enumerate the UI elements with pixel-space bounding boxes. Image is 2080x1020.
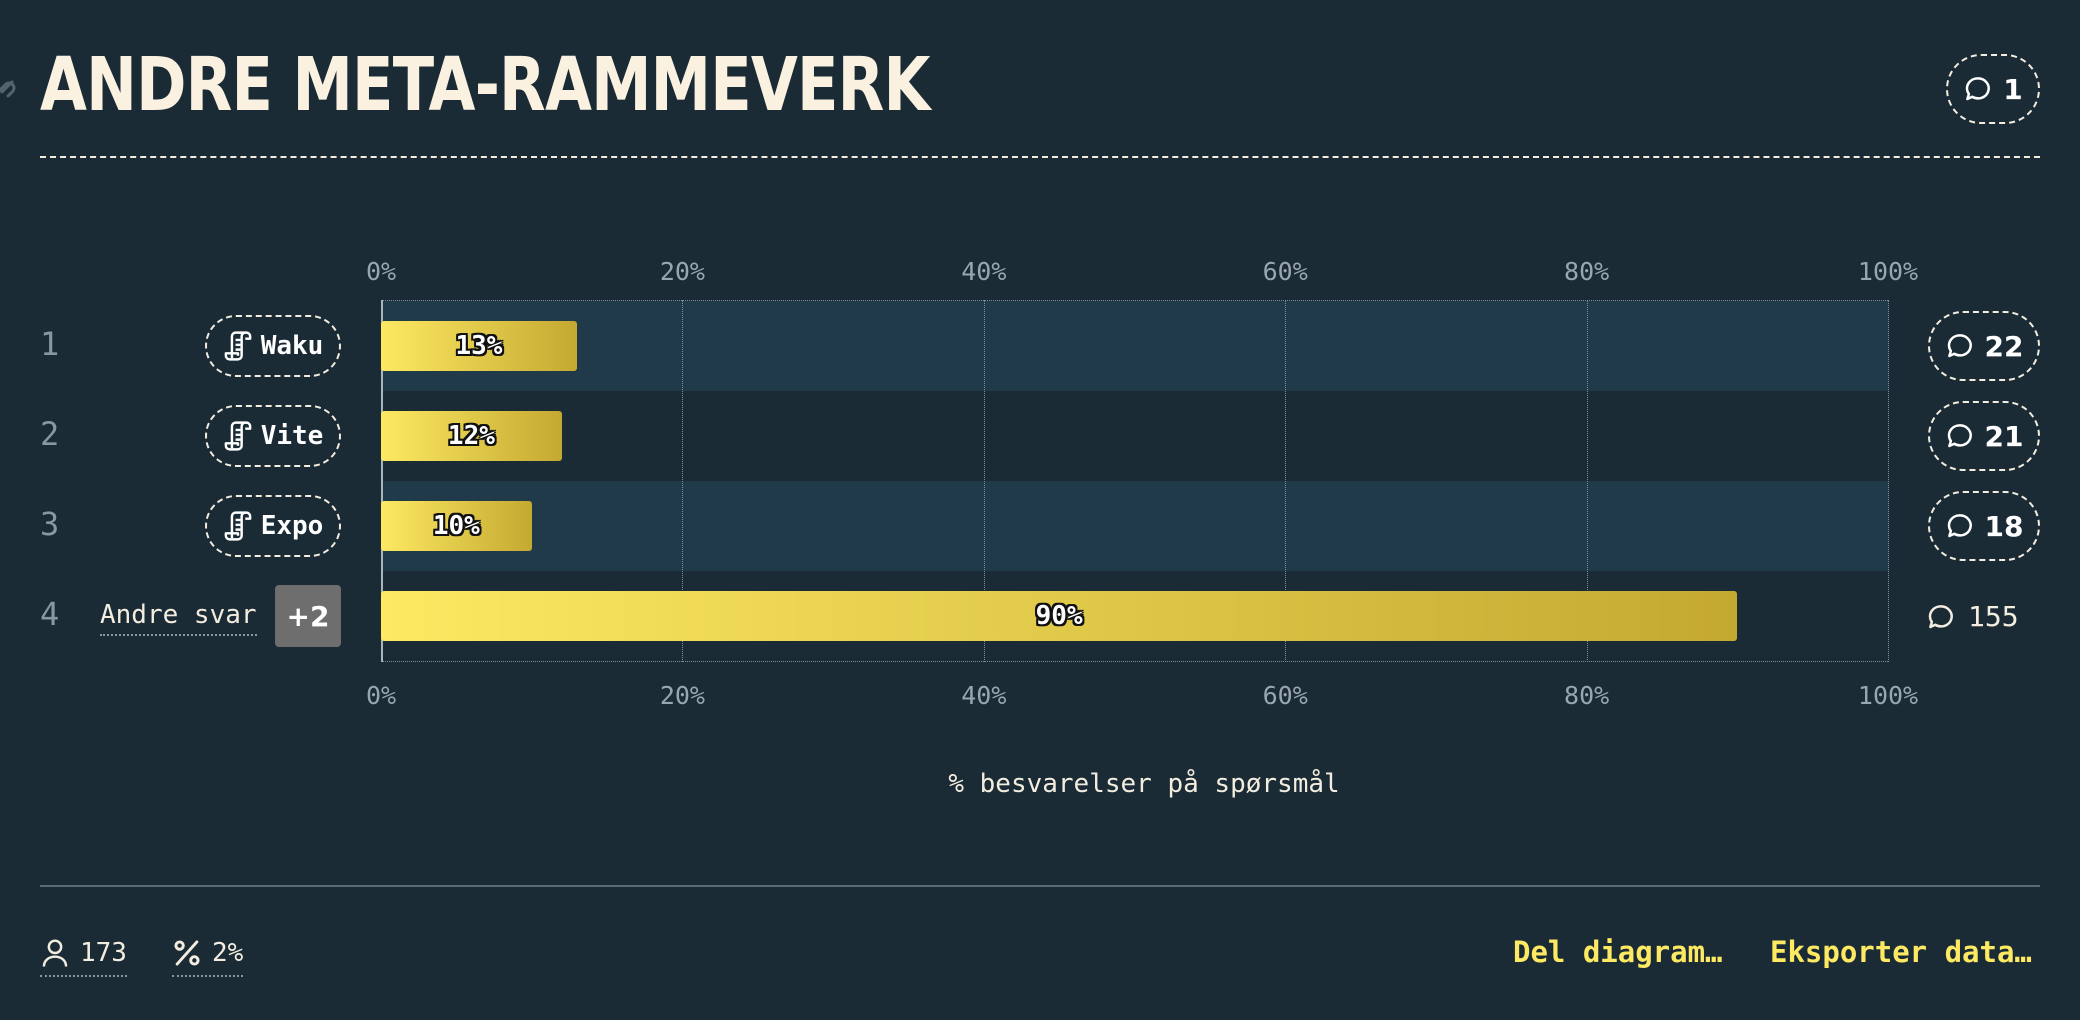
row-comments-button[interactable]: 21: [1928, 401, 2040, 471]
grid-line: [381, 300, 383, 662]
x-tick-label: 100%: [1857, 681, 1919, 710]
rank-label: 4: [40, 595, 60, 633]
comment-icon: [1947, 334, 1972, 358]
category-label: Waku: [260, 331, 324, 361]
link-icon[interactable]: [0, 72, 22, 104]
scroll-icon: [224, 511, 252, 541]
bar: 13%: [381, 321, 577, 371]
comment-icon: [1966, 77, 1991, 101]
bar-value-label: 90%: [1035, 601, 1083, 631]
x-tick-label: 0%: [365, 681, 397, 710]
scroll-icon: [224, 331, 252, 361]
rank-label: 2: [40, 415, 60, 453]
x-tick-label: 0%: [365, 257, 397, 286]
rank-label: 1: [40, 325, 60, 363]
scroll-icon: [224, 421, 252, 451]
x-axis-label: % besvarelser på spørsmål: [948, 769, 1340, 799]
comment-icon: [1928, 604, 1953, 628]
x-tick-label: 20%: [659, 257, 705, 286]
respondents-count: 173: [80, 938, 127, 968]
row-comments-count: 22: [1984, 329, 2024, 363]
bar: 12%: [381, 411, 562, 461]
bar-value-label: 12%: [447, 421, 495, 451]
percent-stat[interactable]: 2%: [172, 937, 244, 977]
user-icon: [42, 939, 68, 967]
row-comments-button[interactable]: 18: [1928, 491, 2040, 561]
row-comments-button[interactable]: 22: [1928, 311, 2040, 381]
comment-icon: [1947, 424, 1972, 448]
bar-value-label: 13%: [455, 331, 503, 361]
x-tick-label: 40%: [961, 257, 1007, 286]
percent-icon: [174, 940, 200, 966]
percent-value: 2%: [212, 938, 244, 968]
axis-top: [381, 300, 1888, 301]
title-divider: [40, 156, 2040, 158]
row-comments-count: 155: [1968, 600, 2019, 633]
rank-label: 3: [40, 505, 60, 543]
other-answers-extra-badge[interactable]: +2: [275, 585, 341, 647]
x-tick-label: 100%: [1857, 257, 1919, 286]
x-tick-label: 80%: [1564, 257, 1610, 286]
category-pill-vite[interactable]: Vite: [205, 405, 341, 467]
grid-line: [983, 300, 985, 662]
grid-line: [1285, 300, 1287, 662]
x-tick-label: 20%: [659, 681, 705, 710]
title-comments-button[interactable]: 1: [1946, 54, 2040, 124]
grid-line: [1586, 300, 1588, 662]
bar: 90%: [381, 591, 1738, 641]
bar-value-label: 10%: [432, 511, 480, 541]
row-comments-count: 21: [1984, 419, 2024, 453]
row-comments-plain[interactable]: 155: [1926, 600, 2019, 633]
category-label: Vite: [260, 421, 324, 451]
row-band: [381, 481, 1889, 571]
category-label: Expo: [260, 511, 324, 541]
axis-bottom: [381, 661, 1888, 662]
share-chart-button[interactable]: Del diagram…: [1513, 935, 1723, 969]
x-tick-label: 60%: [1262, 681, 1308, 710]
category-pill-waku[interactable]: Waku: [205, 315, 341, 377]
category-pill-expo[interactable]: Expo: [205, 495, 341, 557]
x-tick-label: 80%: [1564, 681, 1610, 710]
x-tick-label: 60%: [1262, 257, 1308, 286]
respondents-stat[interactable]: 173: [40, 937, 127, 977]
footer-divider: [40, 885, 2040, 887]
export-data-button[interactable]: Eksporter data…: [1770, 935, 2032, 969]
x-tick-label: 40%: [961, 681, 1007, 710]
grid-line: [1888, 300, 1889, 662]
row-comments-count: 18: [1984, 509, 2024, 543]
title-comments-count: 1: [2003, 72, 2023, 106]
row-band: [381, 301, 1889, 391]
grid-line: [682, 300, 684, 662]
bar: 10%: [381, 501, 532, 551]
page-title: ANDRE META-RAMMEVERK: [40, 42, 931, 128]
comment-icon: [1947, 514, 1972, 538]
other-answers-link[interactable]: Andre svar: [100, 600, 257, 636]
